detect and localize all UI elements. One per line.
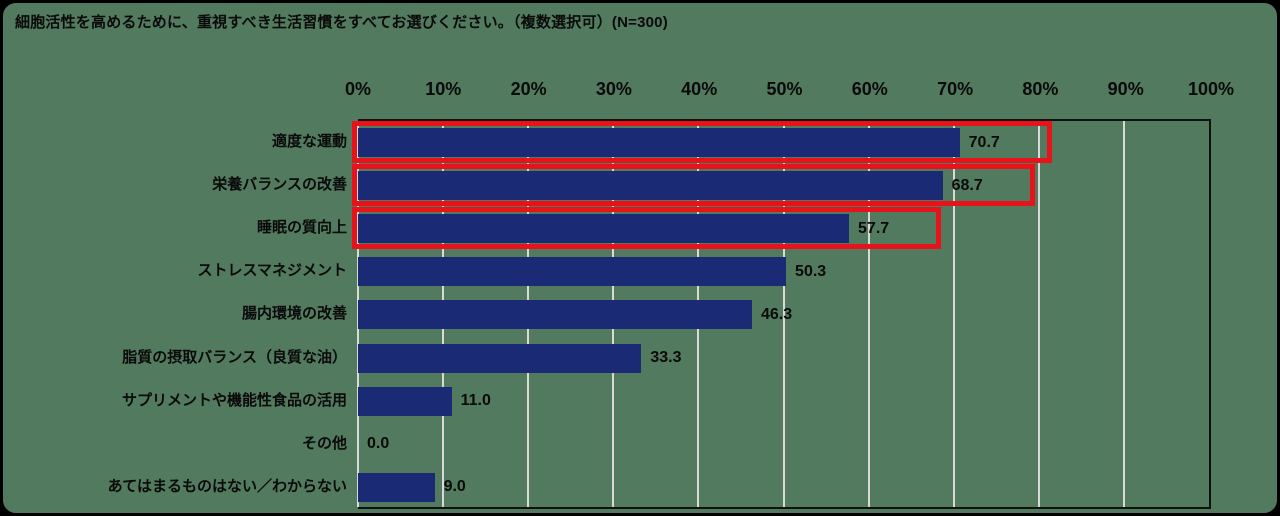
category-label: ストレスマネジメント [197, 262, 347, 280]
x-tick-label: 60% [851, 79, 888, 99]
gridline [1037, 121, 1040, 507]
x-tick-label: 100% [1187, 79, 1235, 99]
plot-area: 70.7 68.7 57.7 50.3 46.3 33.3 11.0 0.0 9.0 [352, 119, 1211, 509]
value-label: 50.3 [795, 262, 827, 280]
bar [358, 472, 435, 502]
bar-row: 11.0 [358, 380, 1209, 423]
bar-row: 57.7 [352, 207, 1209, 250]
value-label: 11.0 [460, 392, 491, 410]
gridline [1122, 121, 1125, 507]
value-label: 68.7 [951, 176, 983, 194]
bar [358, 300, 752, 330]
x-tick-label: 30% [595, 79, 632, 99]
bar-row: 0.0 [358, 423, 1209, 466]
category-label: その他 [301, 434, 347, 452]
bar-row: 70.7 [352, 121, 1209, 164]
bar [358, 343, 642, 373]
bar-row: 9.0 [358, 466, 1209, 509]
category-label: 睡眠の質向上 [256, 219, 347, 237]
value-label: 0.0 [367, 435, 390, 453]
bar [358, 214, 850, 244]
x-tick-label: 50% [766, 79, 803, 99]
bar-row: 50.3 [358, 250, 1209, 293]
bar [358, 386, 452, 416]
x-tick-label: 0% [344, 79, 372, 99]
value-label: 46.3 [761, 305, 793, 323]
category-label: 栄養バランスの改善 [212, 176, 347, 194]
gridline [782, 121, 785, 507]
category-label: 脂質の摂取バランス（良質な油） [122, 348, 347, 366]
chart-title: 細胞活性を高めるために、重視すべき生活習慣をすべてお選びください。（複数選択可）… [15, 14, 668, 31]
category-label: 適度な運動 [271, 133, 347, 151]
category-label: あてはまるものはない／わからない [107, 477, 347, 495]
x-tick-label: 90% [1107, 79, 1144, 99]
x-axis-ticks: 0% 10% 20% 30% 40% 50% 60% 70% 80% 90% 100% [345, 79, 1234, 107]
x-tick-label: 70% [937, 79, 974, 99]
value-label: 70.7 [968, 133, 1000, 151]
x-tick-label: 20% [510, 79, 547, 99]
bar [358, 128, 960, 157]
bar-row: 68.7 [352, 164, 1209, 207]
x-tick-label: 80% [1022, 79, 1059, 99]
bar-row: 46.3 [358, 293, 1209, 336]
x-tick-label: 40% [681, 79, 718, 99]
gridline [952, 121, 955, 507]
category-labels: 適度な運動栄養バランスの改善睡眠の質向上ストレスマネジメント腸内環境の改善脂質の… [3, 119, 347, 509]
bar [358, 257, 787, 287]
category-label: サプリメントや機能性食品の活用 [121, 391, 347, 409]
x-tick-label: 10% [425, 79, 462, 99]
value-label: 33.3 [650, 349, 682, 367]
bar [358, 171, 943, 201]
value-label: 9.0 [443, 478, 466, 496]
bar-row: 33.3 [358, 337, 1209, 380]
category-label: 腸内環境の改善 [241, 305, 347, 323]
gridline [867, 121, 870, 507]
value-label: 57.7 [858, 219, 890, 237]
